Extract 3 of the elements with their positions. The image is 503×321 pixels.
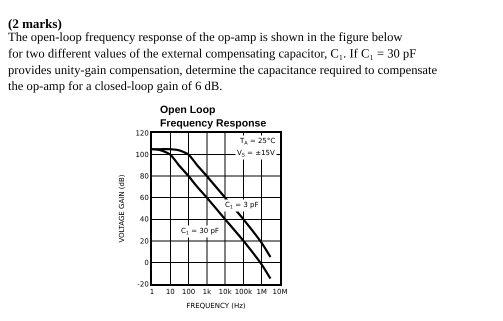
- text: The open-loop frequency response of the op-amp is shown in the figure below for two different values of the external compensating capacitor, C₁. If C₁ = 30 pF provides unity-gain compensation, determine the capacitance required to compensate the op-amp for a closed-loop gain of 6 dB.: [8, 30, 438, 94]
- chart-title: Open Loop Frequency Response: [160, 104, 266, 130]
- text: (2 marks): [8, 16, 62, 31]
